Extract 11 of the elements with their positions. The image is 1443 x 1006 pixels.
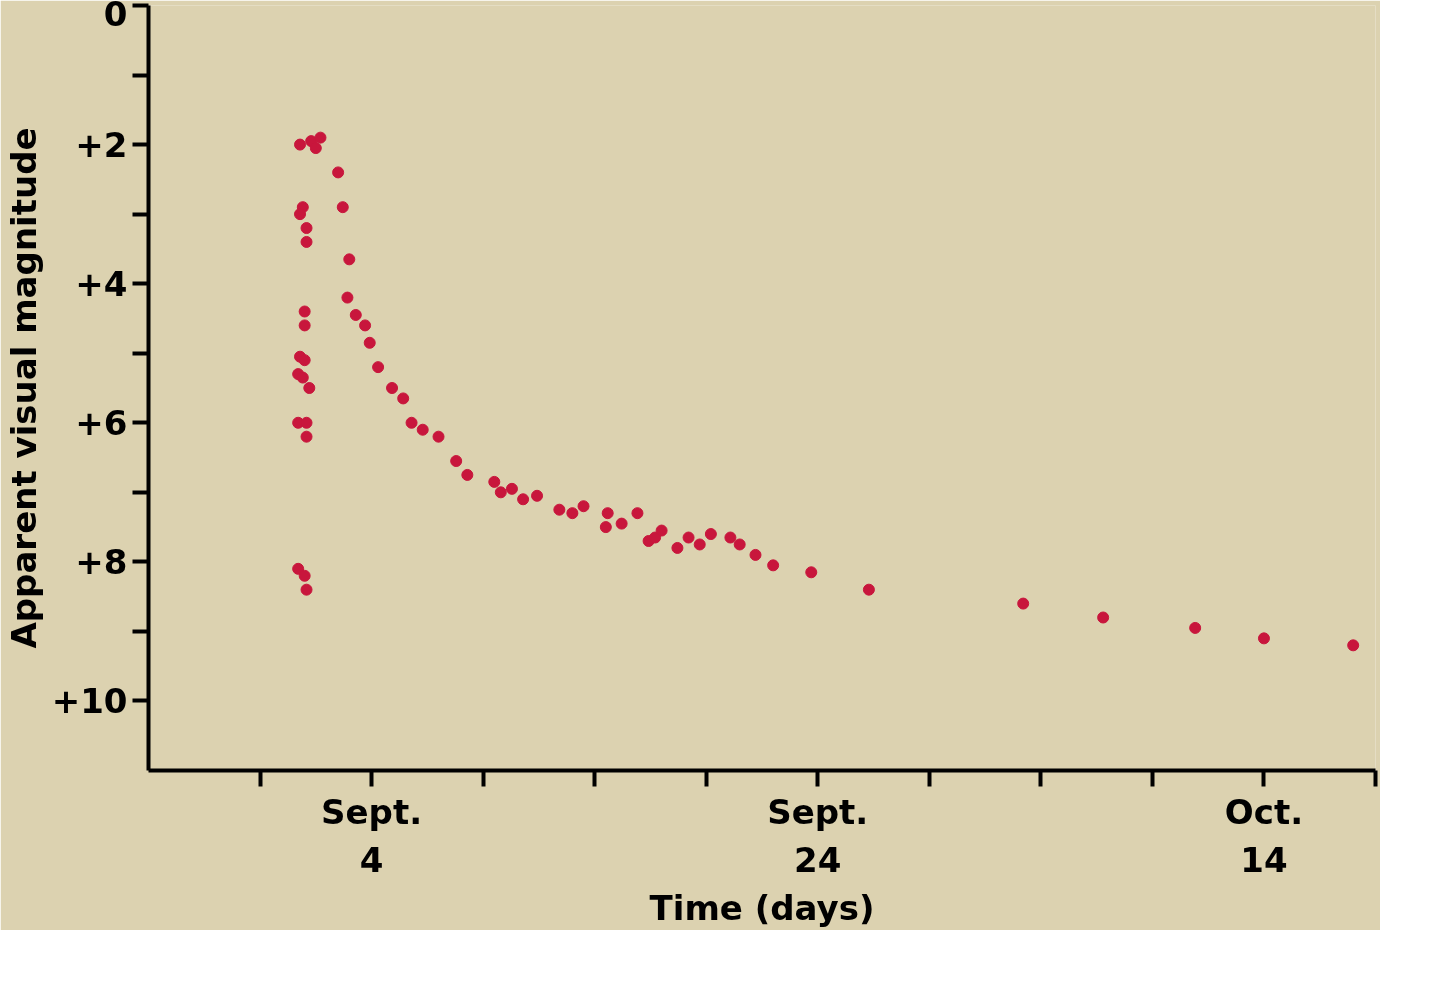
x-axis-title: Time (days) (649, 887, 875, 928)
y-tick-label: +2 (75, 125, 128, 166)
x-tick-label: Sept. 4 (321, 791, 423, 880)
y-tick-label: 0 (103, 0, 128, 34)
y-tick-label: +8 (75, 542, 128, 583)
x-tick-label: Sept. 24 (767, 791, 869, 880)
y-tick-label: +6 (75, 403, 128, 444)
x-tick-label: Oct. 14 (1224, 791, 1304, 880)
y-axis-title: Apparent visual magnitude (3, 127, 44, 649)
y-tick-label: +4 (75, 264, 128, 305)
y-tick-label: +10 (51, 681, 128, 722)
